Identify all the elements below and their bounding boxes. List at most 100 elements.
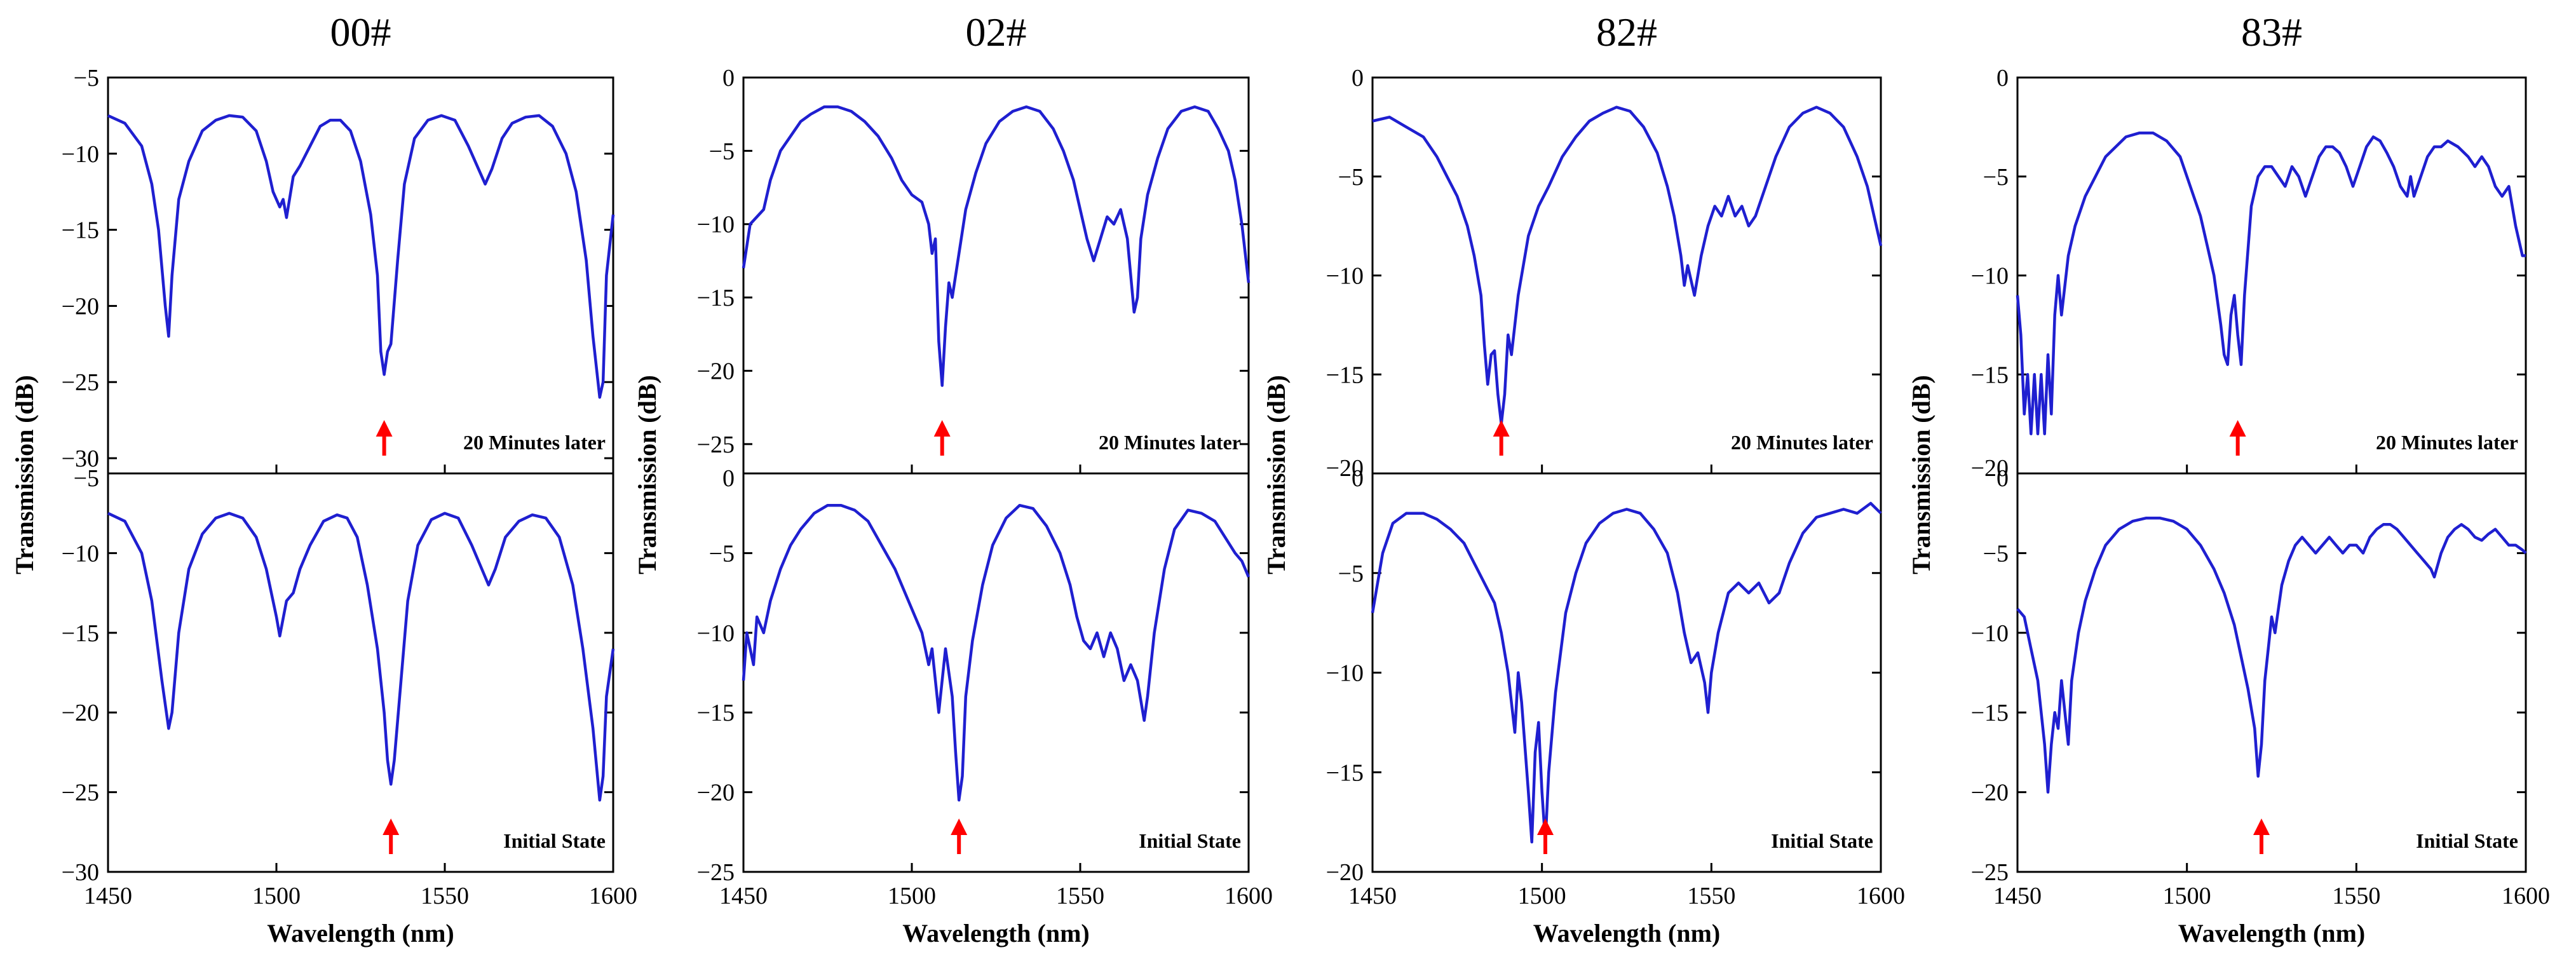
subplot-bottom: −5 −10 −15 −20 −25 −30 Initial State — [62, 465, 615, 886]
chart-panel-3: 83# 0 −5 −10 −15 −20 20 Minutes later 0 −5 −10 −15… — [1907, 10, 2550, 947]
subplot-top: −5 −10 −15 −20 −25 −30 20 Minutes later — [62, 65, 615, 475]
chart-title: 83# — [2241, 10, 2302, 55]
x-tick-label: 1500 — [252, 883, 301, 909]
y-tick-label: −15 — [1971, 700, 2009, 726]
chart-title: 82# — [1596, 10, 1657, 55]
y-tick-label: −25 — [1971, 859, 2009, 886]
subplot-bottom: 0 −5 −10 −15 −20 −25 Initial State — [697, 465, 1251, 886]
y-tick-label: −20 — [697, 358, 735, 384]
y-tick-label: −20 — [1326, 455, 1364, 482]
x-axis-title: Wavelength (nm) — [902, 919, 1089, 947]
x-axis-title: Wavelength (nm) — [2178, 919, 2365, 947]
y-tick-label: −20 — [62, 700, 99, 726]
state-label: Initial State — [1139, 829, 1241, 852]
chart-panel-0: 00# −5 −10 −15 −20 −25 −30 20 Minutes later −5 −1… — [10, 10, 637, 947]
y-tick-label: −10 — [697, 212, 735, 238]
y-tick-label: −30 — [62, 445, 99, 472]
y-tick-label: −10 — [62, 141, 99, 168]
x-tick-label: 1550 — [2332, 883, 2380, 909]
y-tick-label: −5 — [74, 465, 99, 492]
arrow-head — [2253, 818, 2270, 835]
y-axis-title: Transmission (dB) — [1262, 375, 1291, 574]
y-tick-label: 0 — [1352, 465, 1364, 492]
y-tick-label: −10 — [1326, 263, 1364, 290]
x-tick-label: 1450 — [1993, 883, 2042, 909]
y-tick-label: −20 — [1326, 859, 1364, 886]
arrow-head — [1493, 420, 1510, 437]
y-tick-label: 0 — [1996, 65, 2009, 92]
arrow-head — [951, 818, 968, 835]
chart-panel-1: 02# 0 −5 −10 −15 −20 −25 20 Minutes later 0 −5 −10… — [633, 10, 1273, 947]
red-arrow-marker — [1537, 818, 1554, 854]
arrow-head — [376, 420, 393, 437]
y-axis-title: Transmission (dB) — [1907, 375, 1935, 574]
state-label: 20 Minutes later — [463, 431, 606, 454]
y-tick-label: −10 — [1971, 620, 2009, 647]
y-tick-label: −30 — [62, 859, 99, 886]
x-tick-label: 1500 — [2163, 883, 2211, 909]
chart-title: 02# — [966, 10, 1027, 55]
x-tick-label: 1600 — [2502, 883, 2550, 909]
x-tick-label: 1550 — [1056, 883, 1104, 909]
red-arrow-marker — [2253, 818, 2270, 854]
y-tick-label: −15 — [1326, 362, 1364, 388]
series-line — [2016, 131, 2526, 435]
series-line — [107, 114, 615, 399]
chart-panel-2: 82# 0 −5 −10 −15 −20 20 Minutes later 0 −5 −10 −15… — [1262, 10, 1905, 947]
x-tick-label: 1500 — [888, 883, 936, 909]
state-label: Initial State — [503, 829, 606, 852]
plot-frame — [2016, 472, 2527, 873]
red-arrow-marker — [1493, 420, 1510, 456]
y-axis-title: Transmission (dB) — [10, 375, 39, 574]
y-tick-label: −5 — [74, 65, 99, 92]
red-arrow-marker — [2229, 420, 2246, 456]
arrow-head — [933, 420, 951, 437]
y-tick-label: −15 — [1971, 362, 2009, 388]
y-tick-label: −10 — [1971, 263, 2009, 290]
subplot-top: 0 −5 −10 −15 −20 20 Minutes later — [1971, 65, 2527, 482]
subplot-bottom: 0 −5 −10 −15 −20 −25 Initial State — [1971, 465, 2527, 886]
y-tick-label: 0 — [722, 465, 735, 492]
arrow-head — [383, 818, 400, 835]
subplot-top: 0 −5 −10 −15 −20 20 Minutes later — [1326, 65, 1883, 482]
series-line — [1372, 105, 1883, 426]
state-label: Initial State — [1771, 829, 1873, 852]
red-arrow-marker — [376, 420, 393, 456]
x-tick-label: 1600 — [589, 883, 637, 909]
red-arrow-marker — [933, 420, 951, 456]
subplot-bottom: 0 −5 −10 −15 −20 Initial State — [1326, 465, 1882, 886]
y-tick-label: 0 — [1996, 465, 2009, 492]
x-tick-label: 1600 — [1224, 883, 1273, 909]
arrow-head — [2229, 420, 2246, 437]
y-tick-label: 0 — [722, 65, 735, 92]
subplot-top: 0 −5 −10 −15 −20 −25 20 Minutes later — [697, 65, 1251, 475]
y-tick-label: −25 — [62, 369, 99, 396]
plot-frame — [107, 76, 614, 475]
series-line — [107, 512, 615, 802]
series-line — [1371, 501, 1882, 844]
y-tick-label: −15 — [1326, 759, 1364, 786]
x-tick-label: 1600 — [1857, 883, 1905, 909]
y-tick-label: −5 — [709, 540, 735, 567]
red-arrow-marker — [951, 818, 968, 854]
y-tick-label: −5 — [1338, 560, 1364, 587]
y-tick-label: −20 — [1971, 455, 2009, 482]
y-tick-label: −20 — [697, 780, 735, 806]
y-tick-label: −10 — [1326, 660, 1364, 687]
x-tick-label: 1550 — [421, 883, 469, 909]
y-tick-label: −5 — [1983, 164, 2009, 191]
plot-frame — [1371, 76, 1882, 475]
y-tick-label: −15 — [697, 285, 735, 311]
y-tick-label: −10 — [697, 620, 735, 647]
plot-frame — [107, 472, 614, 873]
y-tick-label: −15 — [697, 700, 735, 726]
y-tick-label: −25 — [62, 780, 99, 806]
arrow-head — [1537, 818, 1554, 835]
x-tick-label: 1450 — [84, 883, 132, 909]
y-tick-label: 0 — [1352, 65, 1364, 92]
y-tick-label: −5 — [1338, 164, 1364, 191]
x-axis-title: Wavelength (nm) — [267, 919, 454, 947]
y-tick-label: −20 — [62, 293, 99, 320]
series-line — [742, 503, 1251, 802]
